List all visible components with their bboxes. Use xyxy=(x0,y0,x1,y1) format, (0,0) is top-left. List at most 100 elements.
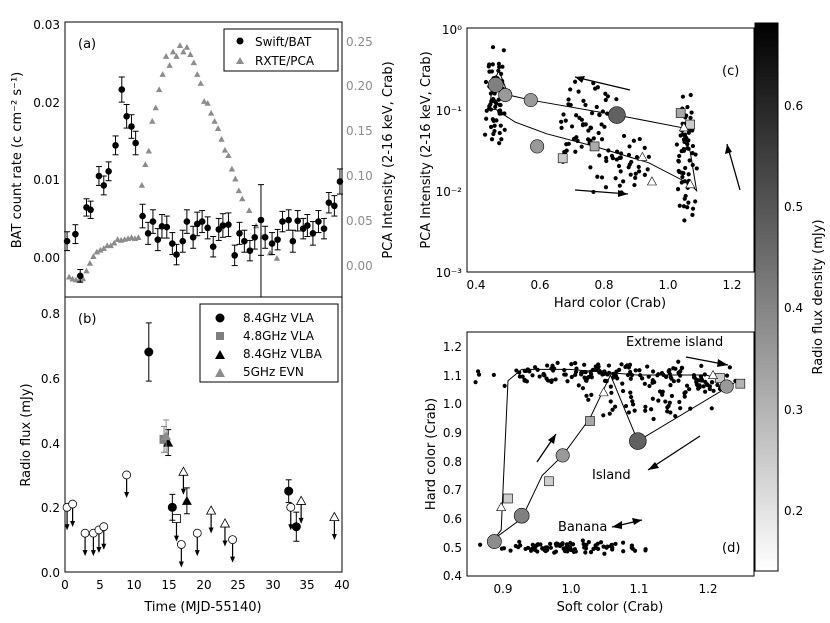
bat-point xyxy=(251,233,259,241)
cd-point xyxy=(679,365,684,370)
cd-point xyxy=(651,416,656,422)
bat-point xyxy=(154,236,162,243)
arrowhead xyxy=(612,521,622,529)
bat-point xyxy=(87,206,94,214)
cd-point xyxy=(621,549,626,554)
cd-point xyxy=(573,361,578,366)
cd-point xyxy=(502,383,507,389)
radio-marker xyxy=(637,151,648,161)
cd-point xyxy=(601,413,606,418)
cd-point xyxy=(711,388,716,393)
radio-marker xyxy=(487,77,504,93)
cd-point xyxy=(601,371,607,376)
cc-point xyxy=(689,110,694,115)
bat-point xyxy=(132,139,139,147)
pca-point xyxy=(183,44,191,50)
cc-point xyxy=(594,104,599,110)
upper-limit-arrowhead xyxy=(208,527,214,534)
b-xtick: 25 xyxy=(230,578,245,592)
cd-point xyxy=(660,392,665,397)
cd-point xyxy=(565,379,570,384)
cc-point xyxy=(488,124,494,130)
cd-point xyxy=(602,378,608,383)
cb-tick: 0.6 xyxy=(784,99,803,113)
cd-point xyxy=(555,541,560,547)
cd-point xyxy=(656,372,661,377)
pca-point xyxy=(149,117,156,124)
pca-point xyxy=(100,245,107,251)
bat-point xyxy=(118,86,126,93)
cc-point xyxy=(637,169,642,174)
legend-vla84-marker xyxy=(215,313,225,323)
bat-point xyxy=(95,172,103,180)
radio-marker xyxy=(646,176,657,186)
arrowhead xyxy=(632,518,642,525)
cd-point xyxy=(514,368,519,373)
b-xtick: 5 xyxy=(96,578,104,592)
legend-vlba-marker xyxy=(215,350,225,359)
cc-point xyxy=(559,125,564,130)
bat-point xyxy=(225,221,232,229)
colorbar-ticks: 0.2 0.3 0.4 0.5 0.6 xyxy=(784,99,803,518)
upper-limit-arrowhead xyxy=(222,540,228,547)
cd-point xyxy=(535,367,540,372)
bat-point xyxy=(112,142,119,149)
cc-point xyxy=(566,97,571,102)
cc-point xyxy=(674,142,679,147)
cd-point xyxy=(669,393,675,399)
bat-point xyxy=(100,182,108,189)
pca-point xyxy=(225,152,232,159)
bat-point xyxy=(231,252,238,259)
d-ytick: 1.2 xyxy=(443,340,462,354)
colorbar-label: Radio flux density (mJy) xyxy=(811,219,826,374)
cc-point xyxy=(680,174,685,180)
bat-point xyxy=(331,202,338,210)
cd-point xyxy=(513,543,518,549)
cd-point xyxy=(671,366,676,371)
cc-point xyxy=(693,199,698,204)
bat-point xyxy=(289,237,297,245)
cd-point xyxy=(613,541,618,547)
cd-point xyxy=(613,404,618,409)
cc-point xyxy=(626,165,631,170)
panel-b-ylabel: Radio flux (mJy) xyxy=(19,383,34,486)
radio-marker xyxy=(685,119,696,130)
cd-point xyxy=(597,370,602,375)
a-ytick: 0.03 xyxy=(33,18,60,32)
a-ytick: 0.02 xyxy=(33,96,60,110)
panel-a-ylabel-right: PCA Intensity (2-16 keV, Crab) xyxy=(381,61,396,258)
bat-point xyxy=(158,222,166,230)
cd-point xyxy=(596,364,601,369)
cd-point xyxy=(582,545,587,550)
cc-point xyxy=(690,143,696,149)
cc-point xyxy=(614,157,619,162)
cc-point xyxy=(568,87,573,92)
cd-point xyxy=(541,372,546,377)
pca-point xyxy=(93,248,101,255)
cc-point xyxy=(588,165,593,170)
cc-point xyxy=(492,123,497,128)
cb-tick: 0.2 xyxy=(784,504,803,518)
b-xtick: 10 xyxy=(126,578,141,592)
cd-point xyxy=(608,544,613,549)
cd-point xyxy=(555,360,560,365)
cd-point xyxy=(606,363,612,368)
cd-point xyxy=(580,538,585,543)
pca-point xyxy=(232,175,239,182)
cc-point xyxy=(496,61,502,66)
cc-point xyxy=(690,212,695,218)
b-xtick: 30 xyxy=(265,578,280,592)
cc-track xyxy=(488,69,698,193)
cd-point xyxy=(532,365,538,370)
pca-point xyxy=(176,42,184,49)
cd-point xyxy=(609,390,614,395)
bat-point xyxy=(189,233,197,241)
upper-limit-triangle xyxy=(329,511,340,521)
cd-point xyxy=(724,373,730,378)
pca-point xyxy=(90,253,97,259)
cd-point xyxy=(567,544,572,550)
c-ytick: 10⁰ xyxy=(442,23,462,37)
cc-point xyxy=(629,159,634,165)
arrow-c-left xyxy=(574,76,631,91)
cc-point xyxy=(603,185,609,190)
